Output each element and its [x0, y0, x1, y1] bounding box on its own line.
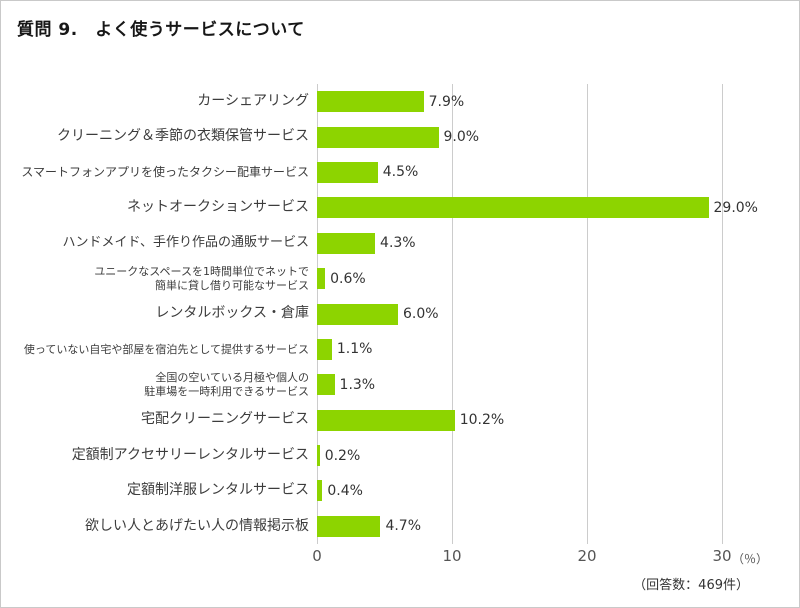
- category-label: 全国の空いている月極や個人の 駐車場を一時利用できるサービス: [144, 371, 309, 398]
- bar-row: ネットオークションサービス 29.0%: [17, 190, 783, 225]
- category-label: 宅配クリーニングサービス: [141, 411, 309, 428]
- value-label: 6.0%: [403, 306, 439, 323]
- value-label: 1.3%: [339, 376, 376, 393]
- rows: カーシェアリング 7.9% クリーニング＆季節の衣類保管サービス 9.0% スマートフォ…: [17, 84, 783, 544]
- bar-track: 7.9%: [317, 84, 722, 119]
- value-label: 0.6%: [330, 270, 366, 287]
- x-tick-label: 20: [577, 547, 597, 566]
- category-label: スマートフォンアプリを使ったタクシー配車サービス: [21, 164, 309, 179]
- value-label: 9.0%: [443, 129, 480, 146]
- x-axis: （％） 0 10 20 30: [312, 547, 768, 569]
- bar-row: カーシェアリング 7.9%: [17, 84, 783, 119]
- bar-row: ユニークなスペースを1時間単位でネットで 簡単に貸し借り可能なサービス 0.6%: [17, 261, 783, 296]
- bar-row: 定額制洋服レンタルサービス 0.4%: [17, 473, 783, 508]
- category-label: 欲しい人とあげたい人の情報掲示板: [85, 517, 309, 534]
- bar-track: 4.7%: [317, 509, 722, 544]
- bar: [317, 515, 381, 537]
- bar-track: 9.0%: [317, 119, 722, 154]
- category-label: ユニークなスペースを1時間単位でネットで 簡単に貸し借り可能なサービス: [94, 264, 309, 292]
- bar-track: 10.2%: [317, 403, 722, 438]
- bar: [317, 409, 455, 431]
- category-label: レンタルボックス・倉庫: [155, 305, 309, 322]
- category-label: カーシェアリング: [197, 92, 309, 109]
- bar-chart: カーシェアリング 7.9% クリーニング＆季節の衣類保管サービス 9.0% スマートフォ…: [17, 84, 783, 593]
- value-label: 4.3%: [380, 235, 416, 252]
- value-label: 4.5%: [382, 164, 419, 181]
- bar: [317, 445, 320, 467]
- bar-row: レンタルボックス・倉庫 6.0%: [17, 296, 783, 331]
- bar-track: 1.3%: [317, 367, 722, 402]
- x-axis-unit: （％）: [732, 552, 769, 567]
- value-label: 4.7%: [385, 518, 422, 535]
- value-label: 0.2%: [324, 447, 361, 464]
- bar: [317, 374, 335, 396]
- bar: [317, 91, 424, 113]
- bar-row: 欲しい人とあげたい人の情報掲示板 4.7%: [17, 509, 783, 544]
- bar-row: 使っていない自宅や部屋を宿泊先として提供するサービス 1.1%: [17, 332, 783, 367]
- bar: [317, 126, 439, 148]
- bar-row: クリーニング＆季節の衣類保管サービス 9.0%: [17, 119, 783, 154]
- value-label: 10.2%: [459, 412, 505, 429]
- bar-row: ハンドメイド、手作り作品の通販サービス 4.3%: [17, 226, 783, 261]
- bar-track: 29.0%: [317, 190, 758, 225]
- chart-title: 質問 9. よく使うサービスについて: [17, 20, 305, 40]
- category-label: 定額制アクセサリーレンタルサービス: [71, 446, 309, 463]
- bar: [317, 338, 332, 360]
- bar-row: スマートフォンアプリを使ったタクシー配車サービス 4.5%: [17, 155, 783, 190]
- category-label: 定額制洋服レンタルサービス: [127, 482, 309, 499]
- bar: [317, 197, 709, 219]
- value-label: 1.1%: [336, 341, 373, 358]
- bar-row: 宅配クリーニングサービス 10.2%: [17, 403, 783, 438]
- plot-area: カーシェアリング 7.9% クリーニング＆季節の衣類保管サービス 9.0% スマートフォ…: [17, 84, 783, 545]
- bar-track: 0.6%: [317, 261, 722, 296]
- bar-track: 0.4%: [317, 473, 722, 508]
- bar-track: 6.0%: [317, 296, 722, 331]
- bar-track: 4.5%: [317, 155, 722, 190]
- response-count: （回答数：469件）: [633, 578, 749, 594]
- category-label: クリーニング＆季節の衣類保管サービス: [57, 128, 309, 145]
- value-label: 7.9%: [428, 93, 465, 110]
- bar-track: 4.3%: [317, 226, 722, 261]
- value-label: 29.0%: [713, 199, 758, 216]
- bar-row: 定額制アクセサリーレンタルサービス 0.2%: [17, 438, 783, 473]
- bar-row: 全国の空いている月極や個人の 駐車場を一時利用できるサービス 1.3%: [17, 367, 783, 402]
- bar: [317, 268, 326, 290]
- x-tick-label: 0: [312, 547, 322, 566]
- category-label: ネットオークションサービス: [127, 199, 309, 216]
- bar: [317, 161, 378, 183]
- bar-track: 0.2%: [317, 438, 722, 473]
- bar: [317, 232, 376, 254]
- bar: [317, 303, 398, 325]
- value-label: 0.4%: [327, 482, 363, 499]
- bar-track: 1.1%: [317, 332, 722, 367]
- x-tick-label: 30: [712, 547, 732, 566]
- bar: [317, 480, 323, 502]
- category-label: ハンドメイド、手作り作品の通販サービス: [62, 235, 309, 251]
- category-label: 使っていない自宅や部屋を宿泊先として提供するサービス: [23, 342, 309, 356]
- x-tick-label: 10: [442, 547, 462, 566]
